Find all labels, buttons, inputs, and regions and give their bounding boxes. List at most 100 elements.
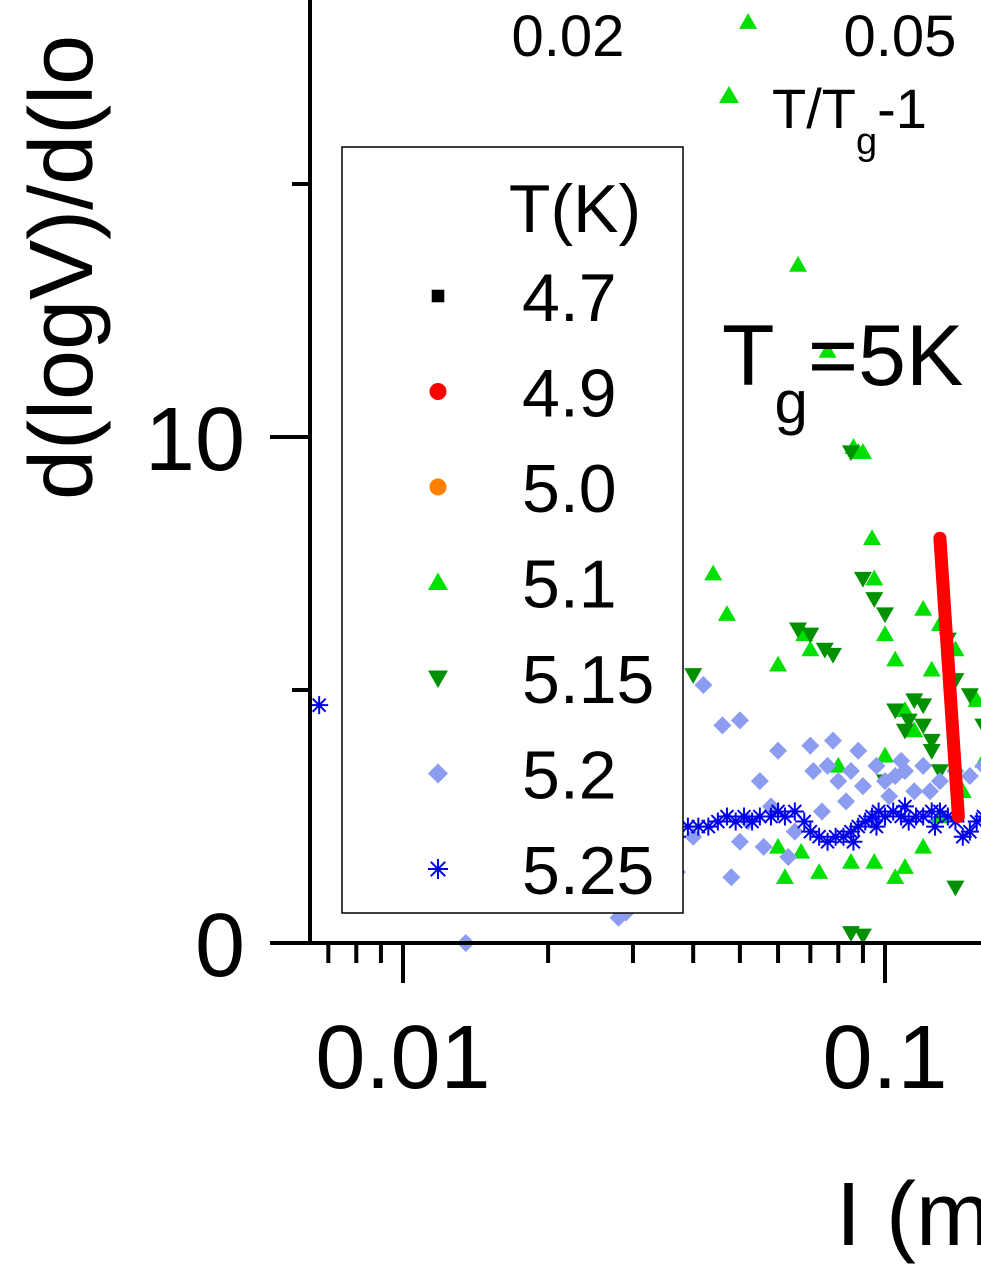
data-point-5.15-19	[974, 718, 981, 731]
data-point-5.25-10	[743, 812, 762, 831]
data-point-5.1-19	[922, 660, 941, 677]
data-point-5.25-18	[810, 827, 829, 846]
data-point-5.2-9	[730, 711, 749, 730]
tick-labels: 0 10 0.01 0.1	[145, 390, 948, 1108]
top-label-0.02: 0.02	[512, 4, 625, 69]
data-point-5.2-27	[853, 777, 872, 796]
data-point-5.2-25	[836, 792, 855, 811]
data-point-5.15-12	[905, 693, 924, 710]
secondary-axis-marker	[719, 86, 739, 103]
data-point-5.2-24	[829, 772, 848, 791]
data-point-5.25-5	[699, 817, 718, 836]
data-point-5.15-2	[801, 627, 820, 644]
legend-label-5.15: 5.15	[522, 642, 654, 718]
legend-marker-4.9	[429, 383, 447, 400]
data-point-5.1-25	[769, 837, 788, 854]
data-point-5.25-37	[953, 827, 972, 846]
data-point-5.1-32	[895, 858, 914, 874]
legend-entry-4.7: 4.7	[431, 260, 617, 336]
data-point-5.25-50	[895, 797, 914, 816]
data-point-5.2-43	[880, 787, 899, 806]
data-point-5.2-22	[818, 756, 837, 775]
data-point-5.25-21	[834, 827, 853, 846]
data-point-5.25-9	[735, 807, 754, 826]
data-point-5.2-7	[694, 675, 713, 694]
data-point-5.2-42	[867, 756, 886, 775]
data-point-5.25-8	[726, 812, 745, 831]
data-point-5.1-27	[792, 842, 811, 859]
legend-entry-5.0: 5.0	[429, 451, 617, 527]
legend-label-5.0: 5.0	[522, 451, 617, 527]
data-point-5.1-8	[801, 640, 820, 657]
svg-text:T/Tg-1: T/Tg-1	[772, 77, 927, 163]
data-point-5.25-27	[876, 807, 894, 826]
data-point-5.25-6	[708, 812, 727, 831]
data-point-5.15-14	[922, 743, 941, 760]
data-point-5.2-8	[713, 716, 732, 735]
legend-label-5.2: 5.2	[522, 738, 617, 814]
x-tick-label-0.01: 0.01	[315, 1008, 490, 1108]
data-point-5.2-34	[930, 772, 949, 791]
data-point-5.15-3	[815, 642, 834, 659]
data-point-5.25-35	[938, 807, 957, 826]
data-point-5.15-5	[841, 445, 860, 462]
data-point-5.15-1	[789, 622, 808, 639]
data-point-5.15-26	[841, 926, 860, 942]
data-point-5.1-12	[853, 443, 872, 459]
data-point-5.15-24	[922, 733, 941, 750]
data-point-5.15-27	[914, 698, 933, 715]
data-point-5.1-4	[739, 13, 758, 29]
legend-entry-5.1: 5.1	[428, 547, 617, 623]
data-point-5.1-14	[865, 569, 884, 586]
data-point-5.2-19	[801, 736, 820, 755]
legend-label-4.7: 4.7	[522, 260, 617, 336]
tg-label: Tg=5K	[722, 308, 963, 436]
data-point-5.2-14	[754, 837, 773, 856]
data-point-5.25-29	[892, 807, 911, 826]
legend-label-5.1: 5.1	[522, 547, 617, 623]
legend-marker-4.7	[431, 289, 445, 303]
data-point-5.25-38	[960, 822, 979, 841]
data-point-5.2-32	[905, 782, 924, 801]
tg-label-suffix: =5K	[808, 308, 963, 404]
x-tick-label-0.1: 0.1	[822, 1008, 947, 1108]
data-point-5.25-16	[795, 812, 814, 831]
data-point-5.1-31	[886, 868, 905, 884]
data-point-5.25-3	[678, 817, 697, 836]
data-point-5.15-9	[886, 703, 905, 720]
data-point-5.1-3	[717, 605, 736, 621]
data-point-5.1-39	[905, 721, 924, 738]
data-point-5.25-13	[769, 802, 788, 821]
legend-marker-5.2	[428, 763, 448, 784]
data-point-5.1-33	[914, 837, 933, 854]
legend-label-5.25: 5.25	[522, 833, 654, 909]
data-point-5.2-23	[823, 731, 842, 750]
data-point-5.1-15	[876, 625, 894, 642]
data-point-5.25-24	[856, 812, 875, 831]
data-point-5.2-26	[841, 761, 860, 780]
tg-label-text: T	[722, 308, 775, 404]
legend-box	[341, 146, 684, 914]
series-5.15	[684, 445, 981, 945]
data-point-5.2-20	[804, 761, 823, 780]
legend-entry-5.15: 5.15	[428, 642, 654, 718]
data-point-5.15-13	[914, 718, 933, 735]
data-point-5.1-26	[775, 868, 794, 884]
secondary-axis-label-suffix: -1	[877, 77, 927, 140]
data-point-5.25-15	[785, 802, 804, 821]
data-point-5.1-30	[865, 853, 884, 869]
data-point-5.25-0	[310, 696, 329, 715]
secondary-axis-label: T/Tg-1	[719, 77, 927, 163]
data-point-5.1-9	[818, 341, 837, 358]
data-point-5.2-16	[769, 741, 788, 760]
legend-entry-4.9: 4.9	[429, 356, 617, 432]
data-point-5.25-49	[867, 817, 886, 836]
data-point-5.1-18	[914, 600, 933, 616]
y-tick-label-10: 10	[145, 390, 245, 490]
axes	[308, 0, 981, 945]
data-point-5.2-36	[960, 767, 979, 786]
legend-marker-5.1	[428, 572, 448, 590]
data-point-5.25-32	[914, 807, 933, 826]
y-tick-label-0: 0	[195, 896, 245, 996]
data-point-5.15-11	[899, 713, 918, 730]
